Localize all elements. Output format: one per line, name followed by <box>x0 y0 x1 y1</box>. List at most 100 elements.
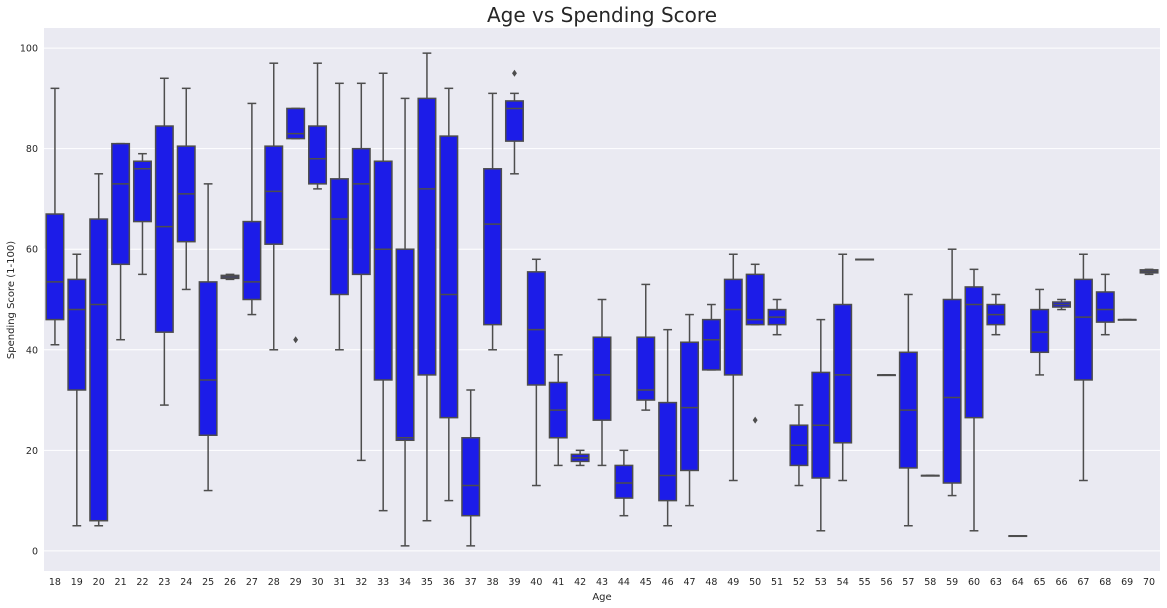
x-tick-label-54: 54 <box>837 577 849 588</box>
box-iqr <box>483 168 503 326</box>
box-iqr <box>833 303 853 444</box>
box-age-50 <box>745 263 765 424</box>
box-age-55 <box>855 258 875 261</box>
x-tick-label-58: 58 <box>924 577 936 588</box>
x-tick-label-27: 27 <box>246 577 258 588</box>
box-age-53 <box>811 318 831 532</box>
box-age-48 <box>701 303 721 371</box>
x-tick-label-26: 26 <box>224 577 236 588</box>
box-age-38 <box>483 92 503 351</box>
box-age-57 <box>898 293 918 527</box>
box-age-46 <box>658 328 678 527</box>
x-tick-label-41: 41 <box>552 577 564 588</box>
box-iqr <box>1095 291 1115 323</box>
x-tick-label-28: 28 <box>268 577 280 588</box>
outlier-point <box>512 69 517 77</box>
box-iqr <box>308 125 328 185</box>
box-iqr <box>636 336 656 401</box>
box-age-63 <box>986 293 1006 336</box>
box-iqr <box>198 281 218 436</box>
x-tick-label-63: 63 <box>990 577 1002 588</box>
x-tick-label-64: 64 <box>1012 577 1024 588</box>
box-age-60 <box>964 268 984 532</box>
box-age-66 <box>1052 298 1072 311</box>
chart-title: Age vs Spending Score <box>487 3 717 27</box>
x-tick-label-48: 48 <box>705 577 717 588</box>
box-iqr <box>154 125 174 333</box>
box-age-24 <box>176 87 196 291</box>
y-tick-label-20: 20 <box>26 446 38 457</box>
box-iqr <box>701 318 721 371</box>
box-age-47 <box>680 313 700 507</box>
x-tick-label-67: 67 <box>1077 577 1089 588</box>
box-iqr <box>504 100 524 142</box>
box-age-34 <box>395 97 415 547</box>
box-age-22 <box>132 152 152 276</box>
box-iqr <box>658 401 678 502</box>
x-tick-label-46: 46 <box>662 577 674 588</box>
box-age-59 <box>942 248 962 497</box>
box-age-67 <box>1073 253 1093 482</box>
box-age-69 <box>1117 318 1137 321</box>
box-age-39 <box>504 69 524 175</box>
x-tick-label-21: 21 <box>115 577 127 588</box>
x-tick-label-19: 19 <box>71 577 83 588</box>
box-age-33 <box>373 72 393 512</box>
y-axis-label: Spending Score (1-100) <box>6 241 17 359</box>
box-age-18 <box>45 87 65 346</box>
x-tick-label-37: 37 <box>465 577 477 588</box>
x-tick-label-25: 25 <box>202 577 214 588</box>
box-age-19 <box>67 253 87 527</box>
x-tick-label-49: 49 <box>727 577 739 588</box>
y-tick-label-40: 40 <box>26 345 38 356</box>
box-age-68 <box>1095 273 1115 336</box>
box-iqr <box>461 437 481 517</box>
box-iqr <box>680 341 700 472</box>
x-tick-label-65: 65 <box>1034 577 1046 588</box>
box-iqr <box>942 298 962 484</box>
box-iqr <box>132 160 152 223</box>
boxes-layer <box>45 52 1159 547</box>
x-tick-label-31: 31 <box>333 577 345 588</box>
box-iqr <box>964 286 984 419</box>
box-iqr <box>351 147 371 276</box>
box-iqr <box>1030 308 1050 354</box>
box-age-64 <box>1008 535 1028 538</box>
x-tick-label-30: 30 <box>311 577 323 588</box>
x-tick-label-38: 38 <box>487 577 499 588</box>
y-tick-label-0: 0 <box>32 546 38 557</box>
box-iqr <box>614 464 634 499</box>
x-tick-label-32: 32 <box>355 577 367 588</box>
x-tick-label-33: 33 <box>377 577 389 588</box>
x-tick-label-20: 20 <box>93 577 105 588</box>
box-age-58 <box>920 474 940 477</box>
x-tick-label-44: 44 <box>618 577 630 588</box>
x-tick-label-59: 59 <box>946 577 958 588</box>
box-iqr <box>395 248 415 442</box>
x-tick-label-24: 24 <box>180 577 192 588</box>
box-age-40 <box>526 258 546 487</box>
box-age-70 <box>1139 268 1159 276</box>
box-age-26 <box>220 273 240 281</box>
box-iqr <box>373 160 393 381</box>
x-tick-label-39: 39 <box>508 577 520 588</box>
box-age-37 <box>461 389 481 547</box>
box-iqr <box>111 142 131 266</box>
box-iqr <box>417 97 437 376</box>
x-tick-label-56: 56 <box>880 577 892 588</box>
x-tick-labels: 18 19 20 21 22 23 24 25 26 27 28 29 30 31 32 33 34 35 36 37… <box>49 577 1155 588</box>
box-age-25 <box>198 183 218 492</box>
x-tick-label-57: 57 <box>902 577 914 588</box>
x-tick-label-40: 40 <box>530 577 542 588</box>
box-age-31 <box>329 82 349 351</box>
box-age-43 <box>592 298 612 467</box>
box-age-29 <box>286 107 306 344</box>
box-iqr <box>242 220 262 301</box>
x-tick-label-66: 66 <box>1055 577 1067 588</box>
box-age-45 <box>636 283 656 411</box>
x-tick-label-35: 35 <box>421 577 433 588</box>
y-tick-label-80: 80 <box>26 144 38 155</box>
x-tick-label-50: 50 <box>749 577 761 588</box>
x-tick-label-42: 42 <box>574 577 586 588</box>
